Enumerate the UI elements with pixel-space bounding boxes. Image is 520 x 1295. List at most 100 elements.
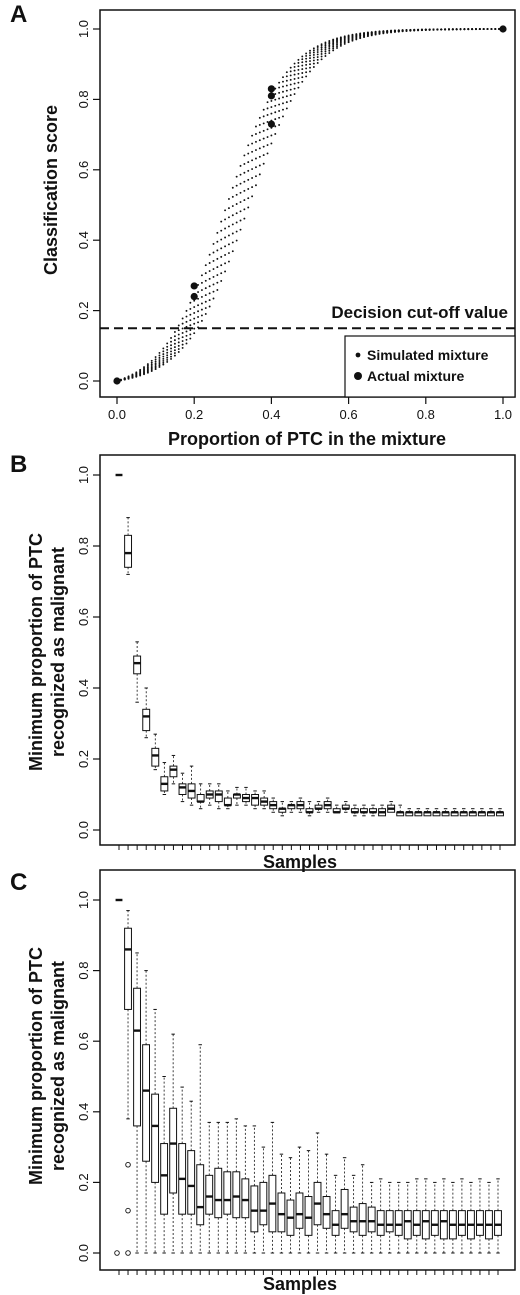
- simulated-point: [328, 41, 331, 44]
- simulated-point: [309, 52, 311, 54]
- simulated-point: [278, 123, 281, 126]
- box-iqr: [457, 1210, 466, 1236]
- box-12: [214, 783, 223, 810]
- simulated-point: [274, 93, 277, 95]
- simulated-point: [274, 98, 277, 101]
- simulated-point: [185, 320, 188, 323]
- actual-point: [267, 92, 275, 100]
- simulated-point: [166, 342, 169, 345]
- simulated-point: [208, 277, 211, 280]
- simulated-point: [123, 378, 126, 381]
- simulated-point: [220, 255, 223, 258]
- box-iqr: [259, 1181, 268, 1226]
- simulated-point: [154, 368, 157, 371]
- simulated-point: [262, 129, 265, 132]
- simulated-point: [216, 249, 219, 252]
- simulated-point: [336, 42, 338, 44]
- simulated-point: [173, 354, 176, 357]
- simulated-point: [336, 45, 338, 48]
- simulated-point: [162, 363, 165, 366]
- simulated-point: [235, 175, 238, 178]
- simulated-point: [189, 337, 192, 340]
- simulated-point: [227, 234, 230, 237]
- simulated-point: [177, 337, 180, 340]
- simulated-point: [486, 28, 489, 31]
- simulated-point: [258, 147, 261, 150]
- simulated-point: [185, 330, 188, 333]
- box-26: [340, 1157, 349, 1254]
- box-iqr: [124, 534, 133, 568]
- simulated-point: [405, 30, 408, 32]
- simulated-point: [243, 180, 246, 183]
- simulated-point: [324, 44, 327, 47]
- simulated-point: [177, 348, 180, 350]
- y-tick-label: 0.8: [76, 90, 91, 108]
- box-iqr: [331, 1210, 340, 1236]
- box-13: [223, 790, 232, 810]
- simulated-point: [293, 93, 296, 96]
- simulated-point: [258, 155, 261, 158]
- box-4: [142, 687, 151, 739]
- simulated-point: [320, 46, 323, 49]
- simulated-point: [247, 152, 250, 155]
- simulated-point: [200, 295, 203, 298]
- box-28: [358, 1164, 367, 1254]
- simulated-point: [235, 184, 238, 187]
- simulated-point: [312, 47, 315, 50]
- simulated-point: [158, 364, 161, 367]
- simulated-point: [328, 47, 331, 50]
- simulated-point: [193, 299, 196, 302]
- simulated-point: [332, 43, 335, 46]
- simulated-point: [173, 339, 176, 342]
- simulated-point: [301, 72, 304, 74]
- simulated-point: [197, 321, 200, 324]
- box-32: [396, 804, 405, 817]
- box-iqr: [142, 708, 151, 732]
- box-29: [369, 804, 377, 817]
- simulated-point: [255, 125, 257, 128]
- simulated-point: [189, 329, 192, 331]
- simulated-point: [339, 41, 342, 44]
- simulated-point: [305, 67, 308, 70]
- box-10: [196, 1044, 205, 1254]
- simulated-point: [173, 342, 176, 345]
- simulated-point: [339, 43, 342, 46]
- simulated-point: [382, 32, 385, 35]
- simulated-point: [312, 66, 315, 68]
- panel-b-y-axis-title-line1: Minimum proportion of PTC: [26, 533, 46, 771]
- simulated-point: [243, 154, 246, 157]
- simulated-point: [239, 228, 242, 231]
- simulated-point: [424, 29, 427, 31]
- simulated-point: [409, 29, 412, 32]
- simulated-point: [173, 331, 176, 333]
- simulated-point: [301, 76, 304, 79]
- box-iqr: [250, 1185, 259, 1233]
- box-4: [142, 970, 151, 1254]
- simulated-point: [312, 62, 315, 65]
- actual-point: [190, 292, 198, 301]
- simulated-point: [204, 313, 207, 315]
- simulated-point: [227, 260, 230, 263]
- box-iqr: [223, 1171, 232, 1215]
- simulated-point: [282, 108, 284, 111]
- simulated-point: [309, 70, 311, 73]
- box-26: [341, 801, 350, 813]
- simulated-point: [227, 252, 230, 255]
- simulated-point: [189, 313, 192, 316]
- simulated-point: [312, 59, 315, 62]
- box-5: [151, 733, 160, 771]
- box-7: [169, 754, 178, 785]
- simulated-point: [143, 373, 145, 376]
- simulated-point: [297, 58, 300, 61]
- simulated-point: [293, 73, 296, 76]
- simulated-point: [146, 364, 149, 367]
- simulated-point: [212, 259, 215, 262]
- box-iqr: [187, 1150, 196, 1215]
- simulated-point: [243, 171, 246, 174]
- simulated-point: [258, 131, 261, 134]
- simulated-point: [482, 28, 485, 31]
- simulated-point: [235, 230, 238, 233]
- simulated-point: [158, 362, 161, 365]
- simulated-point: [459, 28, 462, 31]
- simulated-point: [185, 315, 188, 318]
